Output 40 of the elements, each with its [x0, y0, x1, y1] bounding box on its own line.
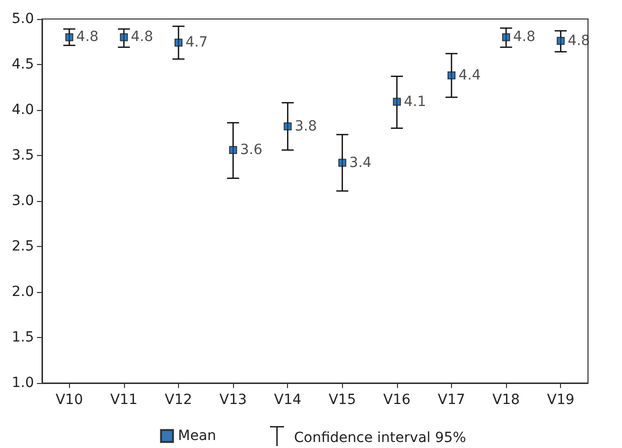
point — [448, 71, 456, 80]
point — [65, 33, 74, 42]
x-tick-label: V12 — [164, 392, 192, 408]
x-tick-label: V18 — [492, 392, 520, 408]
x-tick-label: V16 — [383, 392, 411, 408]
data-label: 3.6 — [240, 142, 262, 158]
x-tick-label: V15 — [328, 392, 356, 408]
data-label: 4.8 — [130, 29, 154, 46]
y-tick-label: 1.5 — [12, 330, 34, 346]
y-tick-label: 5.0 — [12, 11, 34, 27]
text: Confidence interval 95% — [294, 430, 466, 446]
point — [556, 36, 565, 45]
legend-label: Mean — [178, 428, 216, 444]
point — [229, 146, 238, 154]
y-tick-label: 4.5 — [12, 56, 34, 72]
point — [284, 122, 292, 130]
data-label: 4.4 — [458, 67, 481, 84]
point — [392, 98, 401, 106]
y-tick-label: 1.0 — [12, 375, 34, 391]
x-tick-label: V10 — [56, 392, 84, 408]
x-tick-label: V13 — [219, 392, 247, 408]
data-label: 4.8 — [513, 29, 536, 46]
y-tick-label: 3.5 — [12, 148, 34, 164]
data-label: 4.8 — [76, 29, 99, 46]
data-label: 3.4 — [349, 154, 372, 171]
y-tick-label: 3.0 — [12, 193, 34, 209]
data-label: 4.7 — [186, 34, 208, 51]
x-tick-label: V11 — [110, 392, 138, 408]
x-tick-label: V19 — [546, 392, 574, 408]
point — [120, 33, 128, 42]
point — [502, 33, 510, 42]
data-label: 4.1 — [404, 94, 426, 110]
point — [338, 158, 346, 167]
y-tick-label: 4.0 — [12, 102, 34, 118]
y-tick-label: 2.0 — [12, 284, 34, 300]
x-tick-label: V17 — [438, 392, 466, 408]
data-label: 3.8 — [294, 118, 317, 134]
x-tick-label: V14 — [274, 392, 302, 408]
point — [174, 38, 182, 47]
y-tick-label: 2.5 — [12, 238, 34, 254]
